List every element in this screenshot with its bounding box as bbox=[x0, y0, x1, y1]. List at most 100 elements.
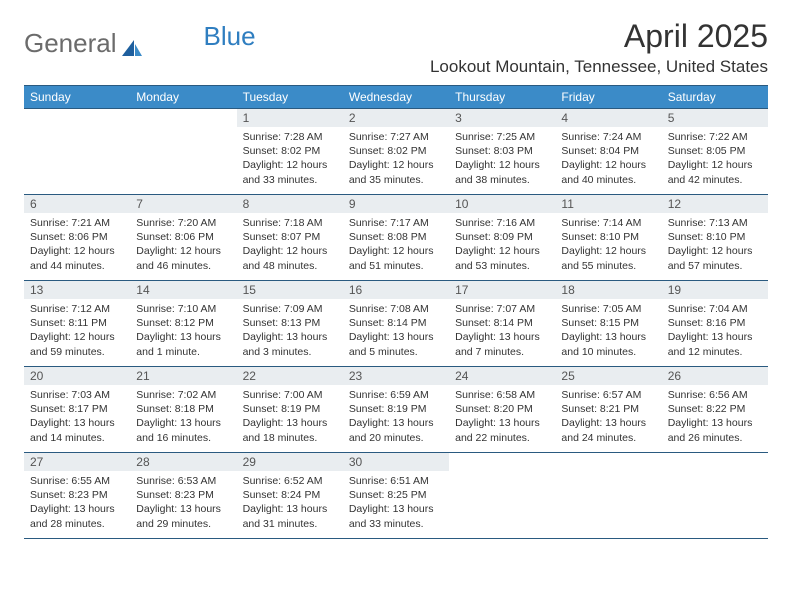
day-details: Sunrise: 7:21 AMSunset: 8:06 PMDaylight:… bbox=[24, 213, 130, 277]
day-details: Sunrise: 6:58 AMSunset: 8:20 PMDaylight:… bbox=[449, 385, 555, 449]
calendar-cell: 2Sunrise: 7:27 AMSunset: 8:02 PMDaylight… bbox=[343, 109, 449, 195]
day-number: 16 bbox=[343, 281, 449, 299]
header: General Blue April 2025 Lookout Mountain… bbox=[24, 18, 768, 77]
day-details: Sunrise: 6:59 AMSunset: 8:19 PMDaylight:… bbox=[343, 385, 449, 449]
day-details: Sunrise: 6:55 AMSunset: 8:23 PMDaylight:… bbox=[24, 471, 130, 535]
calendar-cell: 25Sunrise: 6:57 AMSunset: 8:21 PMDayligh… bbox=[555, 367, 661, 453]
calendar-cell: 26Sunrise: 6:56 AMSunset: 8:22 PMDayligh… bbox=[662, 367, 768, 453]
day-number: 21 bbox=[130, 367, 236, 385]
logo-sail-icon bbox=[120, 34, 144, 54]
day-details: Sunrise: 7:28 AMSunset: 8:02 PMDaylight:… bbox=[237, 127, 343, 191]
title-block: April 2025 Lookout Mountain, Tennessee, … bbox=[430, 18, 768, 77]
day-number: 12 bbox=[662, 195, 768, 213]
day-details: Sunrise: 7:16 AMSunset: 8:09 PMDaylight:… bbox=[449, 213, 555, 277]
calendar-cell: 7Sunrise: 7:20 AMSunset: 8:06 PMDaylight… bbox=[130, 195, 236, 281]
calendar-cell: 21Sunrise: 7:02 AMSunset: 8:18 PMDayligh… bbox=[130, 367, 236, 453]
calendar-cell: 14Sunrise: 7:10 AMSunset: 8:12 PMDayligh… bbox=[130, 281, 236, 367]
day-details: Sunrise: 7:25 AMSunset: 8:03 PMDaylight:… bbox=[449, 127, 555, 191]
day-number: 20 bbox=[24, 367, 130, 385]
day-number: 1 bbox=[237, 109, 343, 127]
day-details: Sunrise: 7:05 AMSunset: 8:15 PMDaylight:… bbox=[555, 299, 661, 363]
day-number: 6 bbox=[24, 195, 130, 213]
calendar-cell-empty bbox=[662, 453, 768, 539]
day-details: Sunrise: 7:13 AMSunset: 8:10 PMDaylight:… bbox=[662, 213, 768, 277]
day-details: Sunrise: 6:56 AMSunset: 8:22 PMDaylight:… bbox=[662, 385, 768, 449]
day-details: Sunrise: 7:00 AMSunset: 8:19 PMDaylight:… bbox=[237, 385, 343, 449]
calendar-cell-empty bbox=[449, 453, 555, 539]
calendar-cell: 28Sunrise: 6:53 AMSunset: 8:23 PMDayligh… bbox=[130, 453, 236, 539]
calendar-cell: 4Sunrise: 7:24 AMSunset: 8:04 PMDaylight… bbox=[555, 109, 661, 195]
day-number: 18 bbox=[555, 281, 661, 299]
calendar-cell: 18Sunrise: 7:05 AMSunset: 8:15 PMDayligh… bbox=[555, 281, 661, 367]
calendar-cell: 10Sunrise: 7:16 AMSunset: 8:09 PMDayligh… bbox=[449, 195, 555, 281]
day-number: 15 bbox=[237, 281, 343, 299]
logo-text-2: Blue bbox=[204, 21, 256, 52]
day-number: 3 bbox=[449, 109, 555, 127]
calendar-cell: 17Sunrise: 7:07 AMSunset: 8:14 PMDayligh… bbox=[449, 281, 555, 367]
day-number: 29 bbox=[237, 453, 343, 471]
day-details: Sunrise: 7:12 AMSunset: 8:11 PMDaylight:… bbox=[24, 299, 130, 363]
day-details: Sunrise: 7:07 AMSunset: 8:14 PMDaylight:… bbox=[449, 299, 555, 363]
calendar-cell: 19Sunrise: 7:04 AMSunset: 8:16 PMDayligh… bbox=[662, 281, 768, 367]
day-details: Sunrise: 6:53 AMSunset: 8:23 PMDaylight:… bbox=[130, 471, 236, 535]
calendar-cell: 15Sunrise: 7:09 AMSunset: 8:13 PMDayligh… bbox=[237, 281, 343, 367]
day-number: 30 bbox=[343, 453, 449, 471]
day-details: Sunrise: 7:04 AMSunset: 8:16 PMDaylight:… bbox=[662, 299, 768, 363]
calendar-cell: 8Sunrise: 7:18 AMSunset: 8:07 PMDaylight… bbox=[237, 195, 343, 281]
day-number: 2 bbox=[343, 109, 449, 127]
day-details: Sunrise: 7:08 AMSunset: 8:14 PMDaylight:… bbox=[343, 299, 449, 363]
calendar-cell: 6Sunrise: 7:21 AMSunset: 8:06 PMDaylight… bbox=[24, 195, 130, 281]
calendar-row: 1Sunrise: 7:28 AMSunset: 8:02 PMDaylight… bbox=[24, 109, 768, 195]
day-details: Sunrise: 7:24 AMSunset: 8:04 PMDaylight:… bbox=[555, 127, 661, 191]
calendar-row: 6Sunrise: 7:21 AMSunset: 8:06 PMDaylight… bbox=[24, 195, 768, 281]
day-number: 7 bbox=[130, 195, 236, 213]
weekday-header: Sunday bbox=[24, 86, 130, 109]
weekday-header-row: SundayMondayTuesdayWednesdayThursdayFrid… bbox=[24, 86, 768, 109]
calendar-cell: 16Sunrise: 7:08 AMSunset: 8:14 PMDayligh… bbox=[343, 281, 449, 367]
weekday-header: Saturday bbox=[662, 86, 768, 109]
day-number: 24 bbox=[449, 367, 555, 385]
calendar-cell: 1Sunrise: 7:28 AMSunset: 8:02 PMDaylight… bbox=[237, 109, 343, 195]
weekday-header: Friday bbox=[555, 86, 661, 109]
day-number: 11 bbox=[555, 195, 661, 213]
day-details: Sunrise: 6:57 AMSunset: 8:21 PMDaylight:… bbox=[555, 385, 661, 449]
day-number: 27 bbox=[24, 453, 130, 471]
day-number: 8 bbox=[237, 195, 343, 213]
day-details: Sunrise: 6:51 AMSunset: 8:25 PMDaylight:… bbox=[343, 471, 449, 535]
day-number: 25 bbox=[555, 367, 661, 385]
location-line: Lookout Mountain, Tennessee, United Stat… bbox=[430, 57, 768, 77]
day-number: 23 bbox=[343, 367, 449, 385]
calendar-cell: 29Sunrise: 6:52 AMSunset: 8:24 PMDayligh… bbox=[237, 453, 343, 539]
calendar-row: 27Sunrise: 6:55 AMSunset: 8:23 PMDayligh… bbox=[24, 453, 768, 539]
logo: General Blue bbox=[24, 18, 256, 59]
calendar-row: 20Sunrise: 7:03 AMSunset: 8:17 PMDayligh… bbox=[24, 367, 768, 453]
calendar-cell-empty bbox=[555, 453, 661, 539]
calendar-cell: 11Sunrise: 7:14 AMSunset: 8:10 PMDayligh… bbox=[555, 195, 661, 281]
calendar-cell: 20Sunrise: 7:03 AMSunset: 8:17 PMDayligh… bbox=[24, 367, 130, 453]
weekday-header: Wednesday bbox=[343, 86, 449, 109]
weekday-header: Thursday bbox=[449, 86, 555, 109]
calendar-cell: 27Sunrise: 6:55 AMSunset: 8:23 PMDayligh… bbox=[24, 453, 130, 539]
day-details: Sunrise: 7:17 AMSunset: 8:08 PMDaylight:… bbox=[343, 213, 449, 277]
calendar-cell: 24Sunrise: 6:58 AMSunset: 8:20 PMDayligh… bbox=[449, 367, 555, 453]
day-details: Sunrise: 7:09 AMSunset: 8:13 PMDaylight:… bbox=[237, 299, 343, 363]
calendar-cell: 22Sunrise: 7:00 AMSunset: 8:19 PMDayligh… bbox=[237, 367, 343, 453]
day-number: 10 bbox=[449, 195, 555, 213]
calendar-cell-empty bbox=[130, 109, 236, 195]
calendar-cell-empty bbox=[24, 109, 130, 195]
calendar-body: 1Sunrise: 7:28 AMSunset: 8:02 PMDaylight… bbox=[24, 109, 768, 539]
day-details: Sunrise: 7:22 AMSunset: 8:05 PMDaylight:… bbox=[662, 127, 768, 191]
weekday-header: Monday bbox=[130, 86, 236, 109]
weekday-header: Tuesday bbox=[237, 86, 343, 109]
day-number: 22 bbox=[237, 367, 343, 385]
calendar-cell: 30Sunrise: 6:51 AMSunset: 8:25 PMDayligh… bbox=[343, 453, 449, 539]
month-title: April 2025 bbox=[430, 18, 768, 55]
day-number: 17 bbox=[449, 281, 555, 299]
day-details: Sunrise: 7:18 AMSunset: 8:07 PMDaylight:… bbox=[237, 213, 343, 277]
day-number: 19 bbox=[662, 281, 768, 299]
day-details: Sunrise: 7:20 AMSunset: 8:06 PMDaylight:… bbox=[130, 213, 236, 277]
calendar-row: 13Sunrise: 7:12 AMSunset: 8:11 PMDayligh… bbox=[24, 281, 768, 367]
day-number: 9 bbox=[343, 195, 449, 213]
day-details: Sunrise: 7:14 AMSunset: 8:10 PMDaylight:… bbox=[555, 213, 661, 277]
logo-text-1: General bbox=[24, 28, 117, 59]
